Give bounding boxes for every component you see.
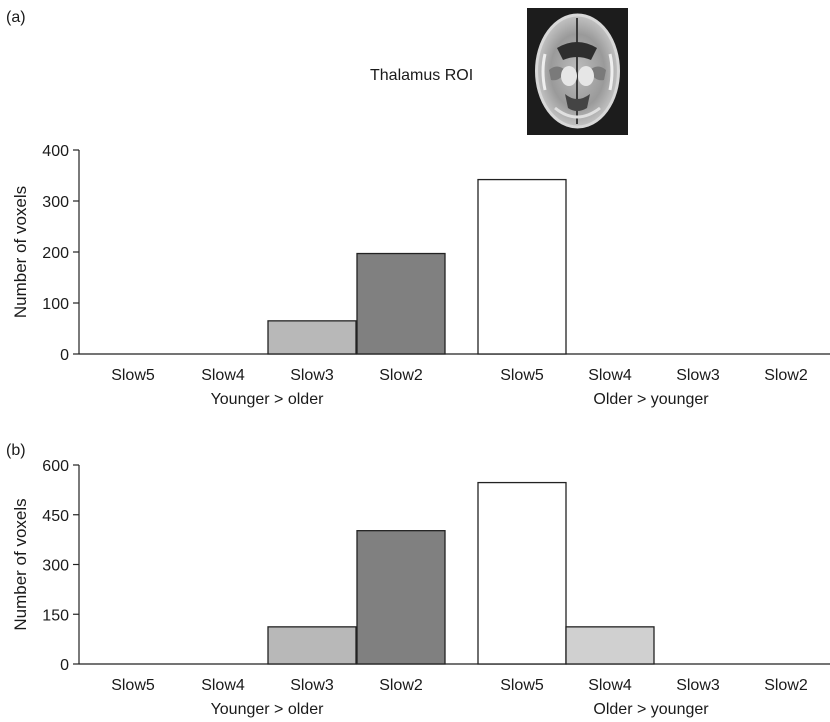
group-label: Older > younger [593,701,709,718]
y-tick-label: 0 [60,657,69,674]
x-tick-label: Slow5 [500,367,544,384]
x-tick-label: Slow2 [379,367,423,384]
bar [356,252,446,355]
x-tick-label: Slow3 [676,677,720,694]
x-tick-label: Slow2 [764,677,808,694]
x-tick-label: Slow4 [201,677,245,694]
x-tick-label: Slow3 [290,367,334,384]
x-tick-label: Slow3 [290,677,334,694]
y-tick-label: 600 [42,458,69,475]
y-tick-label: 300 [42,558,69,575]
bar [477,481,567,665]
panel-a-label: (a) [6,9,26,26]
x-tick-label: Slow2 [764,367,808,384]
group-label: Younger > older [211,391,325,408]
brain-axial-slice-icon [527,8,628,135]
bar [477,178,567,355]
x-tick-label: Slow4 [588,677,632,694]
panel-b-label: (b) [6,442,26,459]
group-label: Older > younger [593,391,709,408]
roi-label: Thalamus ROI [370,67,473,84]
y-axis-label: Number of voxels [11,186,30,318]
y-tick-label: 0 [60,347,69,364]
x-tick-label: Slow3 [676,367,720,384]
x-tick-label: Slow2 [379,677,423,694]
y-tick-label: 200 [42,245,69,262]
bar [267,626,357,665]
y-tick-label: 400 [42,143,69,160]
x-tick-label: Slow5 [111,677,155,694]
y-tick-label: 300 [42,194,69,211]
y-axis-label: Number of voxels [11,498,30,630]
group-label: Younger > older [211,701,325,718]
bar [565,626,655,665]
chart-b: 0 150 300 450 600 Number of voxels Slow5 Slow4 S… [11,458,830,718]
bar [356,530,446,665]
x-tick-label: Slow5 [111,367,155,384]
bar [267,320,357,355]
y-tick-label: 450 [42,508,69,525]
x-tick-label: Slow4 [201,367,245,384]
x-tick-label: Slow4 [588,367,632,384]
chart-a: 0 100 200 300 400 Number of voxels Slow5 Slow4 S… [11,143,830,408]
x-tick-label: Slow5 [500,677,544,694]
y-tick-label: 150 [42,607,69,624]
y-tick-label: 100 [42,296,69,313]
